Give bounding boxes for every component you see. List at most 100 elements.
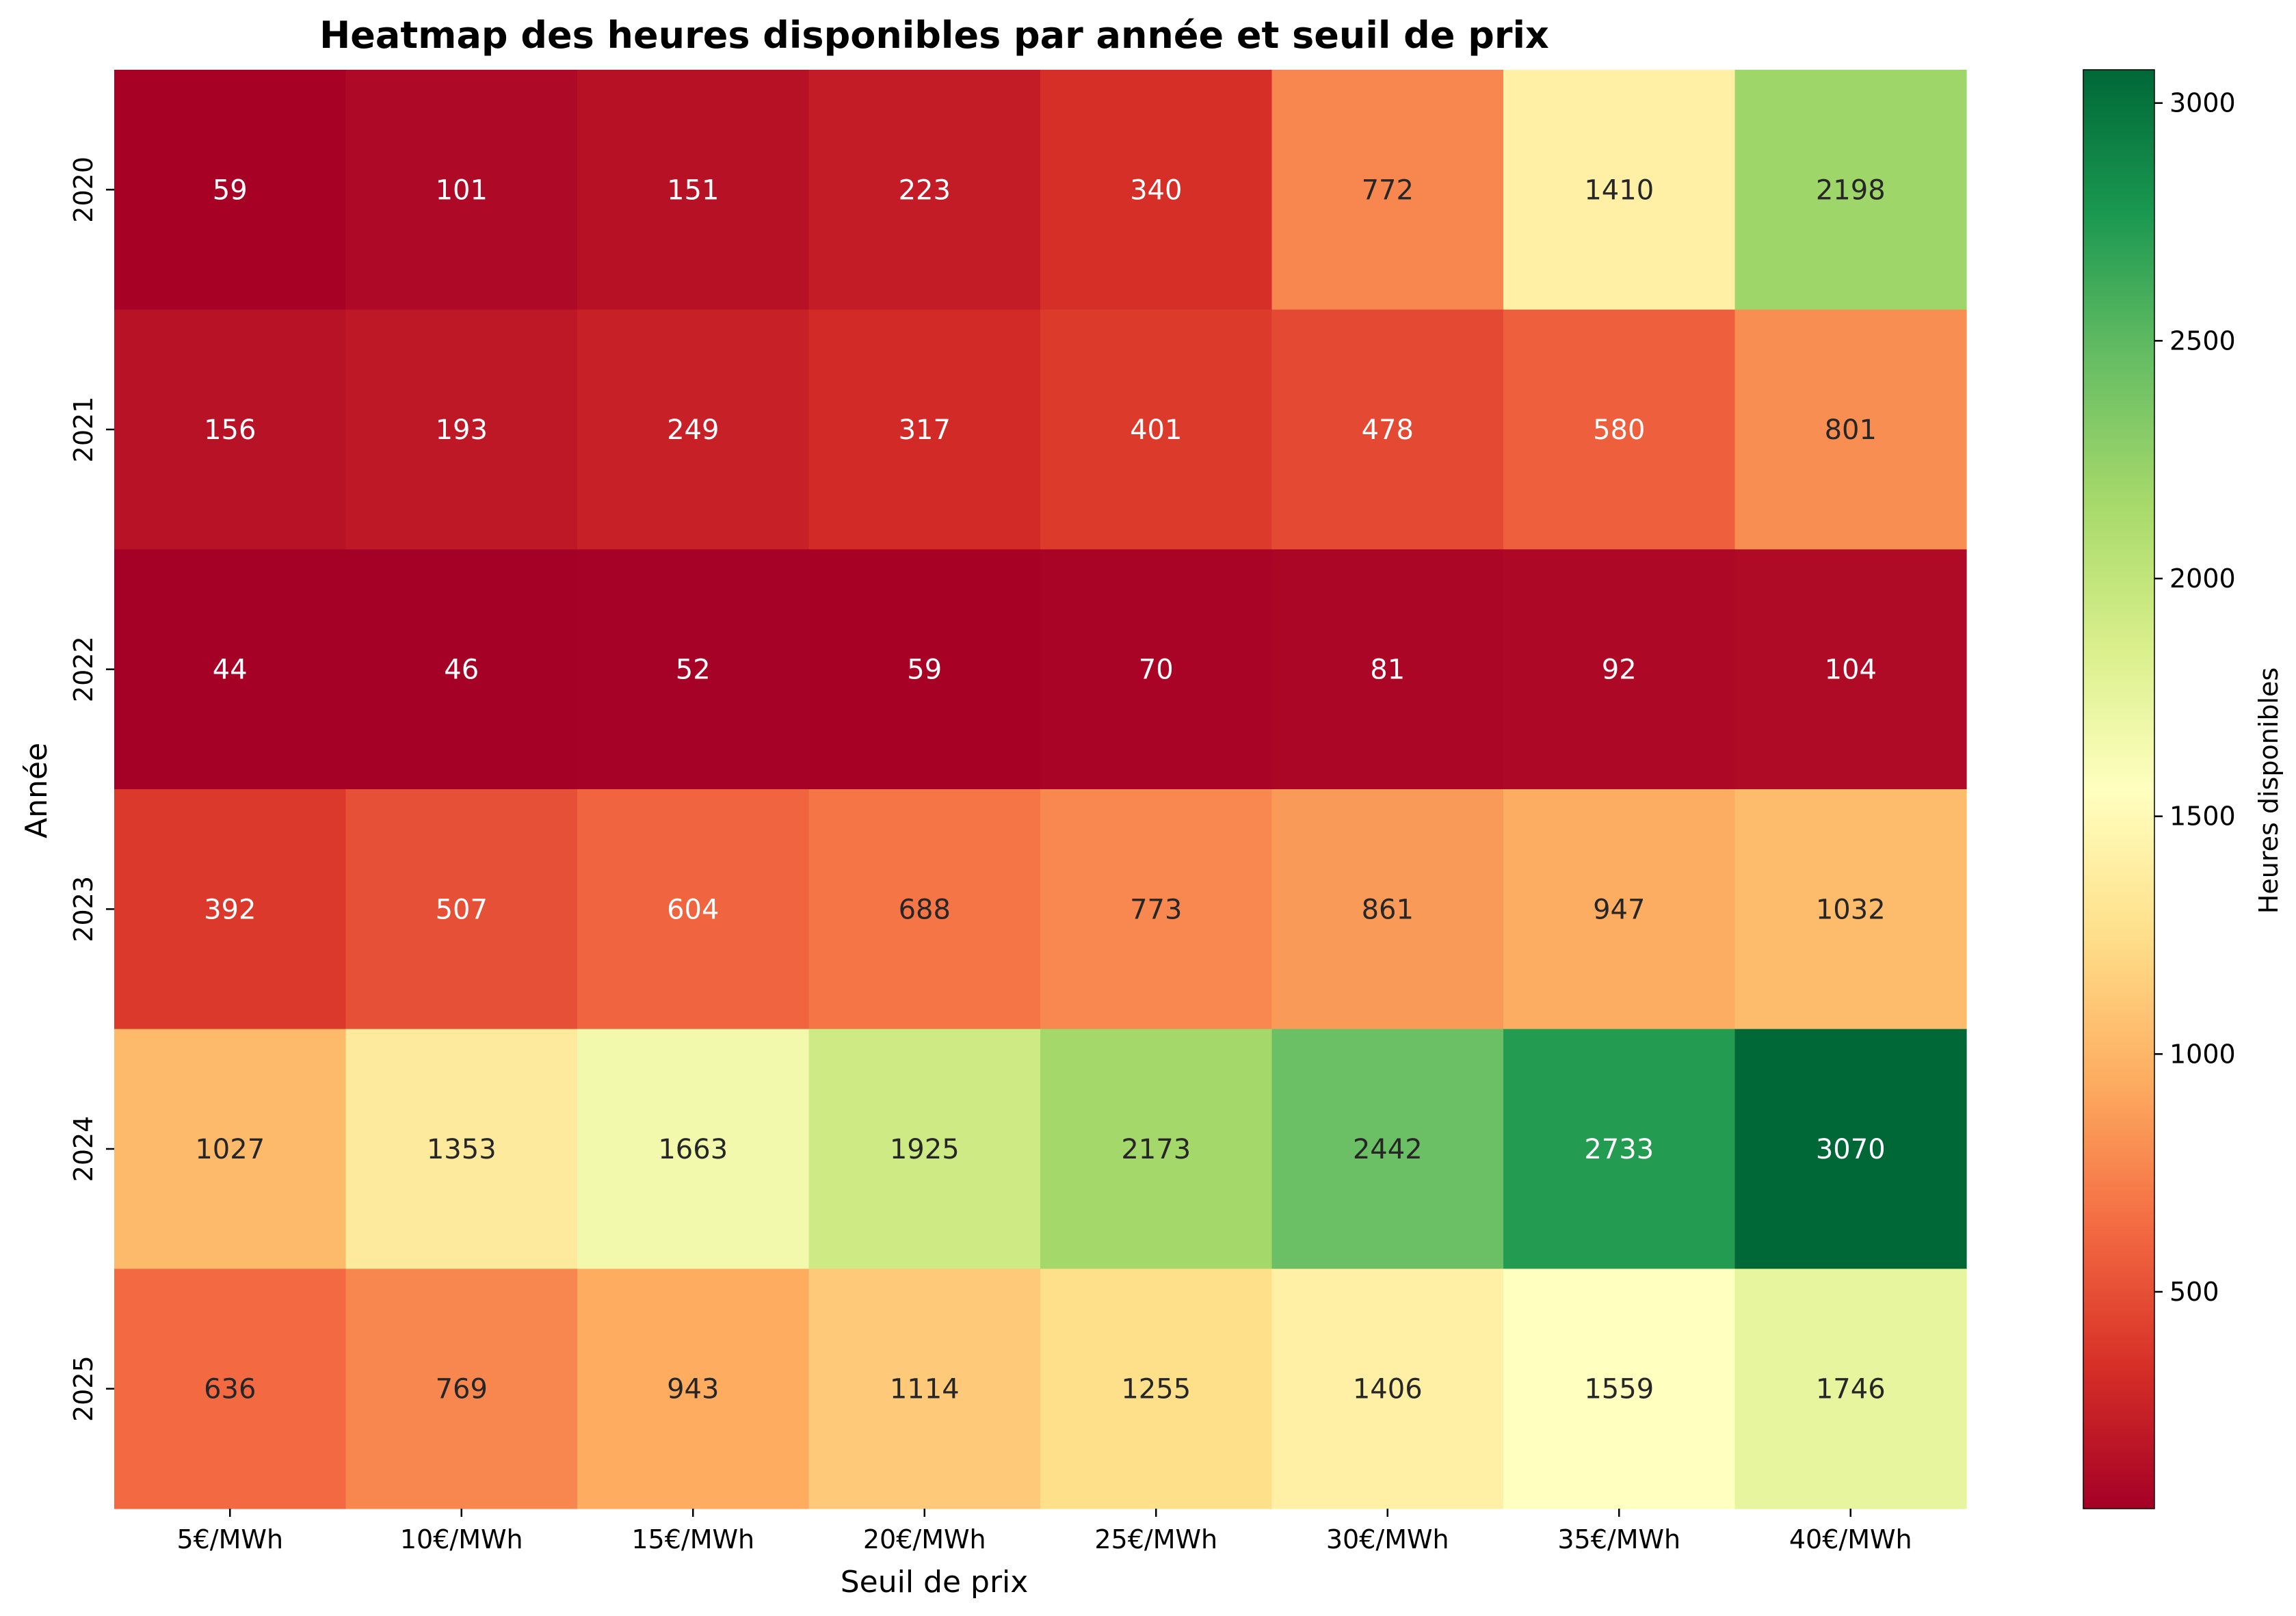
y-tick-label: 2022: [68, 636, 98, 702]
heatmap-cell: [1040, 70, 1273, 310]
cell-value-label: 317: [899, 414, 951, 446]
heatmap-cell: [1734, 309, 1967, 550]
cell-value-label: 580: [1593, 414, 1645, 446]
heatmap-cell: [345, 309, 578, 550]
y-axis: 2020 2021 2022 2023 2024 2025: [68, 157, 114, 1422]
y-tick-label: 2020: [68, 157, 98, 223]
heatmap-cell: [577, 1029, 810, 1269]
cell-value-label: 1027: [195, 1134, 265, 1165]
cell-value-label: 773: [1130, 894, 1182, 925]
cell-value-label: 1114: [890, 1374, 960, 1405]
x-tick-label: 25€/MWh: [1094, 1524, 1217, 1554]
cell-value-label: 1746: [1816, 1374, 1886, 1405]
colorbar-tick-label: 1500: [2169, 802, 2236, 832]
chart-title: Heatmap des heures disponibles par année…: [319, 14, 1549, 57]
heatmap-cell: [114, 1029, 347, 1269]
y-tick-label: 2025: [68, 1355, 98, 1422]
heatmap-cell: [114, 789, 347, 1030]
heatmap-cell: [577, 1269, 810, 1509]
cell-value-label: 401: [1130, 414, 1182, 446]
y-tick-label: 2024: [68, 1116, 98, 1182]
colorbar-label: Heures disponibles: [2254, 667, 2284, 914]
heatmap-cell: [1040, 309, 1273, 550]
heatmap-cell: [1040, 1029, 1273, 1269]
heatmap-cell: [577, 789, 810, 1030]
x-tick-label: 35€/MWh: [1557, 1524, 1680, 1554]
cell-value-label: 772: [1362, 174, 1414, 206]
cell-value-label: 249: [667, 414, 719, 446]
heatmap-cell: [1503, 789, 1736, 1030]
heatmap-cell: [1734, 1029, 1967, 1269]
heatmap-cell: [1040, 1269, 1273, 1509]
cell-value-label: 59: [213, 174, 248, 206]
heatmap-cell: [1271, 309, 1504, 550]
x-tick-label: 30€/MWh: [1326, 1524, 1449, 1554]
heatmap-cell: [345, 789, 578, 1030]
heatmap-cell: [345, 549, 578, 790]
heatmap-cell: [808, 549, 1041, 790]
x-axis: 5€/MWh 10€/MWh 15€/MWh 20€/MWh 25€/MWh 30€/MW…: [176, 1509, 1912, 1554]
heatmap-cell: [1734, 1269, 1967, 1509]
cell-value-label: 943: [667, 1374, 719, 1405]
heatmap-cell: [114, 1269, 347, 1509]
cell-value-label: 104: [1825, 654, 1877, 686]
heatmap-cell: [1271, 549, 1504, 790]
heatmap-cell: [1271, 70, 1504, 310]
colorbar-gradient: [2083, 70, 2154, 1509]
cell-value-label: 340: [1130, 174, 1182, 206]
cell-value-label: 44: [213, 654, 248, 686]
heatmap-cell: [577, 549, 810, 790]
colorbar-tick-label: 1000: [2169, 1039, 2236, 1069]
cell-value-label: 3070: [1816, 1134, 1886, 1165]
x-axis-label: Seuil de prix: [841, 1565, 1029, 1600]
heatmap-cell: [808, 309, 1041, 550]
x-tick-label: 10€/MWh: [400, 1524, 523, 1554]
cell-value-label: 769: [436, 1374, 488, 1405]
heatmap-cell: [1040, 549, 1273, 790]
heatmap-cell: [1734, 789, 1967, 1030]
cell-value-label: 2442: [1353, 1134, 1423, 1165]
heatmap-cell: [577, 70, 810, 310]
heatmap-cell: [1271, 1269, 1504, 1509]
y-tick-label: 2021: [68, 397, 98, 463]
cell-value-label: 101: [436, 174, 488, 206]
heatmap-cell: [345, 70, 578, 310]
cell-value-label: 1032: [1816, 894, 1886, 925]
cell-value-label: 2173: [1121, 1134, 1191, 1165]
cell-value-label: 223: [899, 174, 951, 206]
cell-value-label: 604: [667, 894, 719, 925]
heatmap-cell: [808, 1029, 1041, 1269]
cell-value-label: 1559: [1584, 1374, 1654, 1405]
cell-value-label: 193: [436, 414, 488, 446]
x-tick-label: 40€/MWh: [1789, 1524, 1912, 1554]
cell-value-label: 46: [444, 654, 479, 686]
cell-value-label: 81: [1370, 654, 1405, 686]
colorbar-frame: [2083, 69, 2155, 1509]
cell-value-label: 151: [667, 174, 719, 206]
heatmap-cell: [1503, 1269, 1736, 1509]
cell-value-label: 688: [899, 894, 951, 925]
cell-value-label: 392: [204, 894, 256, 925]
heatmap-cell: [1503, 1029, 1736, 1269]
colorbar-tick-label: 2000: [2169, 564, 2236, 594]
cell-value-label: 1255: [1121, 1374, 1191, 1405]
cell-value-label: 2733: [1584, 1134, 1654, 1165]
heatmap-cells: [114, 70, 1967, 1509]
heatmap-cell: [1040, 789, 1273, 1030]
colorbar-tick-label: 3000: [2169, 88, 2236, 118]
heatmap-cell-labels: 59 101 151 223 340 772 1410 2198 156 193 249 317 401…: [195, 174, 1885, 1405]
cell-value-label: 156: [204, 414, 256, 446]
cell-value-label: 1663: [658, 1134, 728, 1165]
heatmap-cell: [114, 70, 347, 310]
heatmap-cell: [1503, 549, 1736, 790]
cell-value-label: 1410: [1584, 174, 1654, 206]
heatmap-cell: [1503, 309, 1736, 550]
heatmap-cell: [114, 309, 347, 550]
cell-value-label: 507: [436, 894, 488, 925]
cell-value-label: 59: [907, 654, 942, 686]
heatmap-cell: [577, 309, 810, 550]
heatmap-cell: [1503, 70, 1736, 310]
colorbar-tick-label: 500: [2169, 1277, 2219, 1307]
heatmap-cell: [808, 1269, 1041, 1509]
